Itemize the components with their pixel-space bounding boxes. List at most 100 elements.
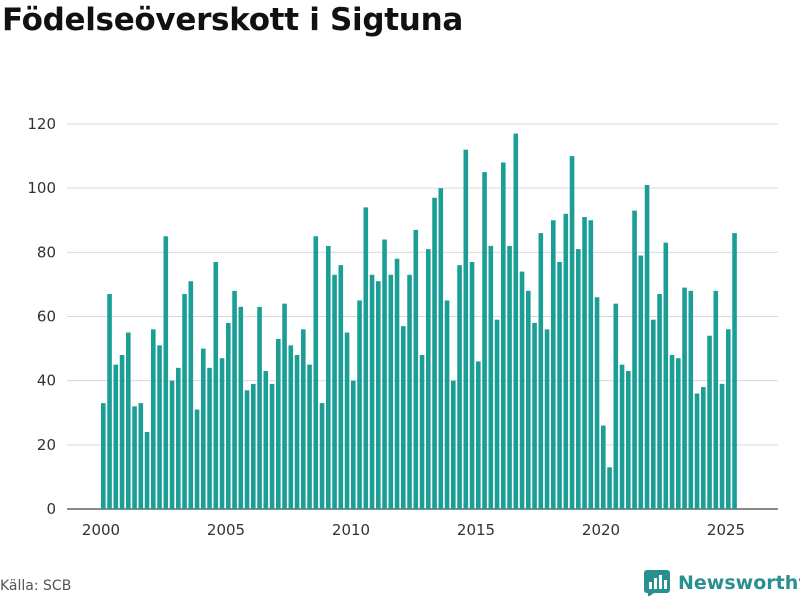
bar bbox=[507, 245, 512, 510]
bar bbox=[407, 274, 412, 509]
bar bbox=[376, 281, 381, 509]
bar bbox=[682, 287, 687, 510]
bar bbox=[676, 358, 681, 509]
bar bbox=[657, 294, 662, 509]
x-tick-label: 2025 bbox=[707, 521, 745, 539]
bar bbox=[538, 233, 544, 509]
x-tick-label: 2010 bbox=[332, 521, 370, 539]
bar bbox=[138, 403, 144, 510]
bar bbox=[576, 249, 581, 510]
bar bbox=[526, 290, 531, 509]
bar bbox=[344, 332, 350, 509]
bar bbox=[363, 207, 369, 510]
bar bbox=[394, 258, 400, 509]
bar bbox=[663, 242, 669, 509]
bar bbox=[194, 409, 200, 509]
bar bbox=[519, 271, 525, 509]
bar bbox=[726, 329, 731, 509]
bar bbox=[182, 294, 187, 509]
bar bbox=[713, 290, 719, 509]
bar bbox=[244, 390, 250, 509]
bar bbox=[226, 322, 231, 509]
bar bbox=[613, 303, 619, 509]
x-tick-label: 2005 bbox=[207, 521, 245, 539]
bar bbox=[626, 371, 631, 509]
y-tick-label: 20 bbox=[37, 436, 56, 454]
bar bbox=[232, 290, 237, 509]
bar bbox=[338, 265, 344, 509]
bar bbox=[294, 355, 300, 509]
y-tick-label: 80 bbox=[37, 243, 56, 261]
y-tick-label: 120 bbox=[27, 115, 56, 133]
bar bbox=[501, 162, 506, 509]
bar bbox=[351, 380, 356, 509]
bar bbox=[163, 236, 169, 510]
bar bbox=[732, 233, 737, 509]
bar bbox=[701, 387, 706, 509]
bar bbox=[463, 149, 469, 510]
bar bbox=[238, 306, 244, 510]
bar bbox=[144, 432, 150, 509]
bar bbox=[169, 380, 175, 509]
bar bbox=[132, 406, 137, 509]
x-tick-label: 2015 bbox=[457, 521, 495, 539]
bar bbox=[188, 281, 194, 509]
bar bbox=[313, 236, 319, 510]
bar bbox=[557, 261, 562, 509]
bar bbox=[251, 383, 256, 510]
bar bbox=[126, 332, 131, 509]
bar bbox=[544, 329, 550, 509]
bar bbox=[476, 361, 481, 509]
bar bbox=[644, 184, 650, 509]
bar bbox=[494, 319, 500, 509]
bar bbox=[388, 274, 394, 509]
bar bbox=[532, 322, 537, 509]
bar bbox=[113, 364, 119, 510]
bar bbox=[119, 355, 125, 509]
bar bbox=[563, 213, 569, 509]
bars bbox=[101, 133, 737, 510]
bar bbox=[326, 245, 331, 510]
source-note: Källa: SCB bbox=[0, 578, 72, 594]
bar bbox=[413, 229, 419, 510]
bar bbox=[101, 403, 106, 510]
bar bbox=[332, 274, 337, 509]
bar bbox=[457, 265, 462, 509]
bar bbox=[207, 367, 212, 509]
newsworthy-logo-icon bbox=[644, 570, 670, 596]
chart-title: Födelseöverskott i Sigtuna bbox=[2, 2, 463, 38]
bar bbox=[469, 261, 475, 509]
bar bbox=[419, 355, 425, 509]
bar bbox=[638, 255, 644, 509]
bar bbox=[607, 467, 612, 509]
bar bbox=[213, 261, 219, 509]
bar bbox=[513, 133, 519, 510]
y-tick-label: 60 bbox=[37, 308, 56, 326]
bar bbox=[307, 364, 312, 510]
bar bbox=[282, 303, 287, 509]
bar bbox=[482, 172, 487, 510]
bar bbox=[288, 345, 294, 510]
bar bbox=[588, 220, 594, 509]
bar bbox=[151, 329, 156, 509]
bar bbox=[632, 210, 637, 510]
bar bbox=[444, 300, 450, 509]
brand-name: Newsworthy bbox=[678, 572, 800, 594]
bar bbox=[263, 371, 269, 509]
bar bbox=[551, 220, 556, 509]
bar bbox=[569, 156, 575, 509]
bar bbox=[201, 348, 206, 509]
bar bbox=[601, 425, 606, 509]
bar bbox=[719, 383, 725, 510]
brand: Newsworthy bbox=[644, 568, 800, 598]
bar bbox=[651, 319, 656, 509]
bar bbox=[438, 188, 444, 510]
bar bbox=[619, 364, 625, 510]
bar bbox=[357, 300, 362, 509]
bar bbox=[432, 197, 437, 510]
x-axis-ticks: 2000 2005 2010 2015 2020 2025 bbox=[82, 521, 745, 539]
bar bbox=[257, 306, 262, 510]
y-axis-ticks: 0 20 40 60 80 100 120 bbox=[27, 115, 56, 518]
bar bbox=[669, 355, 675, 509]
